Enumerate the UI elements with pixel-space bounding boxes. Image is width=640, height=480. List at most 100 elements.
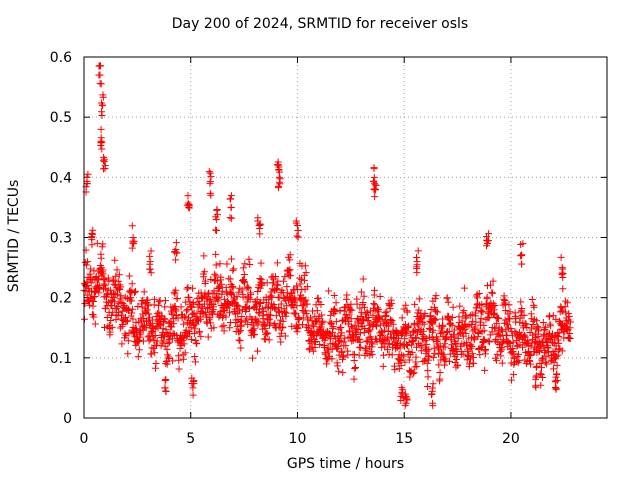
data-point [368, 350, 376, 358]
data-point [163, 360, 171, 368]
data-point [528, 324, 536, 332]
data-point [529, 317, 537, 325]
data-point [103, 314, 111, 322]
data-point [551, 377, 559, 385]
data-point [253, 347, 261, 355]
data-point [470, 359, 478, 367]
data-point [329, 323, 337, 331]
data-point [351, 364, 359, 372]
data-point [386, 340, 394, 348]
data-point [395, 365, 403, 373]
data-point [347, 300, 355, 308]
data-point [379, 351, 387, 359]
data-point [247, 291, 255, 299]
data-point [106, 286, 114, 294]
data-point [226, 324, 234, 332]
data-point [201, 268, 209, 276]
data-point [97, 99, 105, 107]
data-point [266, 315, 274, 323]
data-point [193, 340, 201, 348]
data-point [103, 291, 111, 299]
data-point [256, 274, 264, 282]
data-point [423, 359, 431, 367]
data-point [462, 314, 470, 322]
data-point [218, 290, 226, 298]
data-point [257, 259, 265, 267]
data-point [465, 351, 473, 359]
data-point [115, 271, 123, 279]
data-point [566, 334, 574, 342]
data-point [173, 294, 181, 302]
data-point [160, 337, 168, 345]
data-point [411, 363, 419, 371]
data-point [499, 327, 507, 335]
data-point [444, 298, 452, 306]
data-point [235, 336, 243, 344]
data-point [468, 342, 476, 350]
data-point [450, 326, 458, 334]
data-point [110, 276, 118, 284]
data-point [277, 300, 285, 308]
data-point [388, 300, 396, 308]
data-point [425, 324, 433, 332]
data-point [179, 355, 187, 363]
data-point [525, 350, 533, 358]
data-point [203, 305, 211, 313]
data-point [155, 297, 163, 305]
data-point [180, 313, 188, 321]
data-point [227, 195, 235, 203]
data-point [140, 288, 148, 296]
data-point [239, 264, 247, 272]
data-point [441, 340, 449, 348]
data-point [423, 340, 431, 348]
data-point [271, 286, 279, 294]
data-point [217, 273, 225, 281]
data-point [116, 295, 124, 303]
data-point [486, 338, 494, 346]
data-point [452, 346, 460, 354]
data-point [419, 318, 427, 326]
data-point [401, 329, 409, 337]
data-point [184, 192, 192, 200]
data-point [431, 295, 439, 303]
data-point [531, 382, 539, 390]
data-point [279, 324, 287, 332]
data-point [218, 323, 226, 331]
data-point [459, 350, 467, 358]
data-point [430, 353, 438, 361]
data-point [206, 178, 214, 186]
data-point [135, 346, 143, 354]
data-point [555, 339, 563, 347]
data-point [182, 307, 190, 315]
data-point [317, 301, 325, 309]
data-point [426, 312, 434, 320]
data-point [165, 355, 173, 363]
data-point [508, 344, 516, 352]
data-point [88, 230, 96, 238]
data-point [191, 358, 199, 366]
data-point [216, 282, 224, 290]
data-point [533, 323, 541, 331]
data-point [541, 358, 549, 366]
data-point [144, 300, 152, 308]
data-point [547, 333, 555, 341]
data-point [128, 305, 136, 313]
data-point [99, 93, 107, 101]
data-point [448, 314, 456, 322]
data-point [448, 341, 456, 349]
data-point [454, 361, 462, 369]
data-point [318, 311, 326, 319]
data-point [204, 333, 212, 341]
data-point [128, 309, 136, 317]
data-point [326, 335, 334, 343]
data-point [429, 320, 437, 328]
data-point [150, 295, 158, 303]
data-point [425, 346, 433, 354]
data-point [228, 214, 236, 222]
data-point [380, 326, 388, 334]
data-point [483, 233, 491, 241]
data-point [370, 164, 378, 172]
data-point [373, 322, 381, 330]
data-point [343, 291, 351, 299]
data-point [246, 261, 254, 269]
